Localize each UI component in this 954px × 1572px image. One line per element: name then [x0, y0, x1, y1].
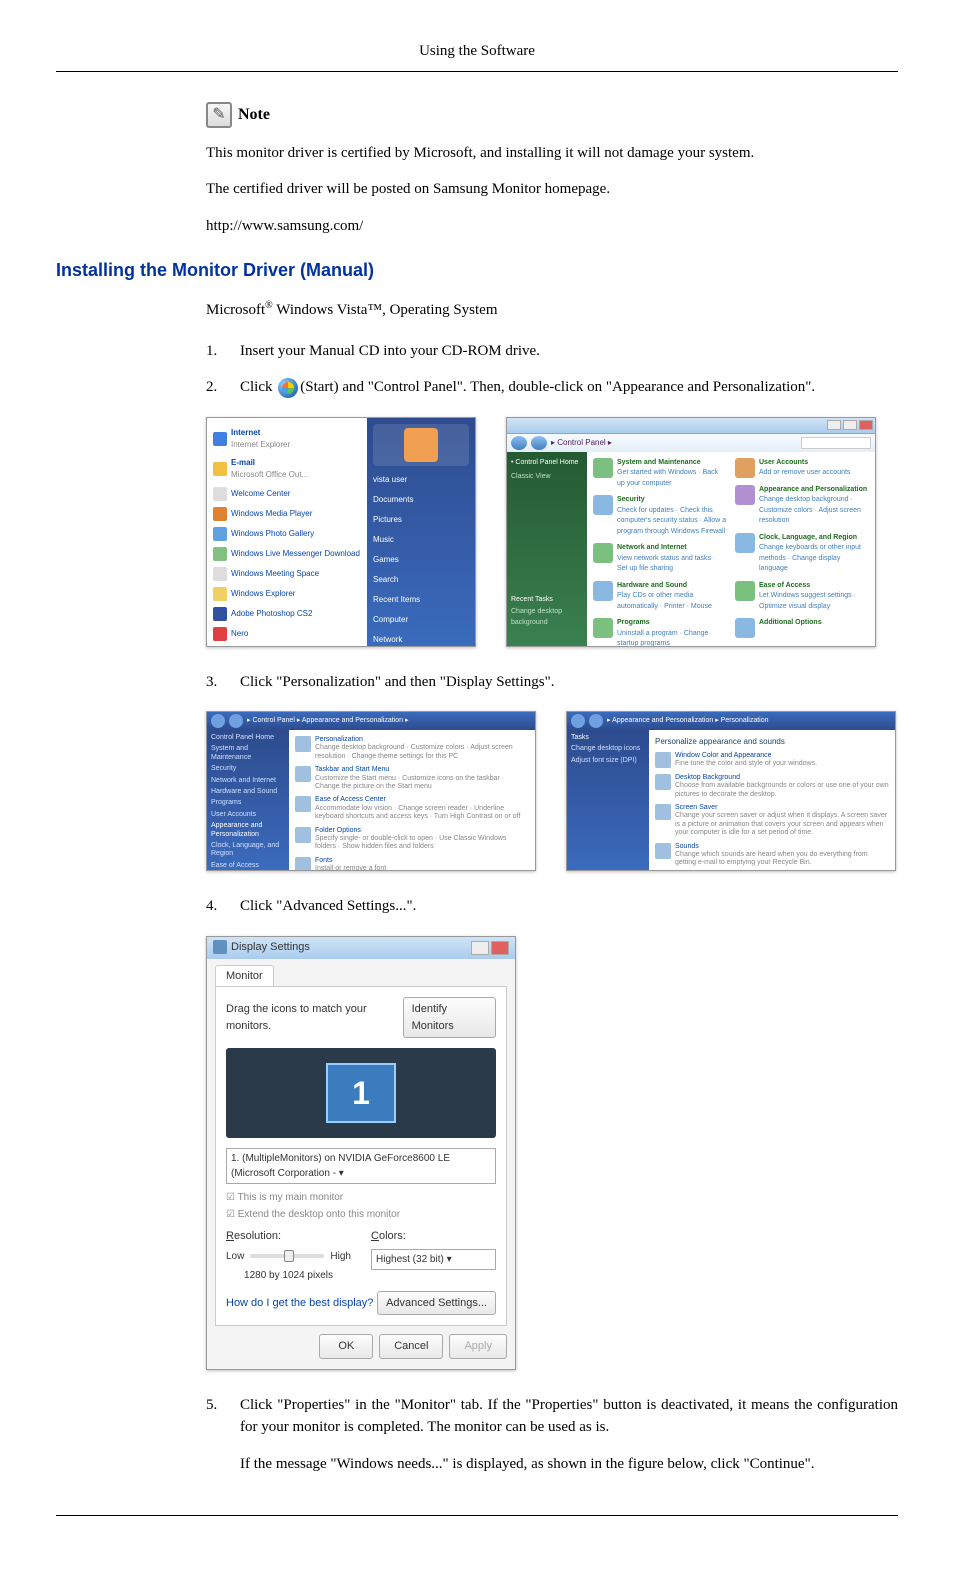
resolution-label: Resolution: [226, 1228, 351, 1245]
note-line-2: The certified driver will be posted on S… [206, 178, 898, 201]
step-1: 1. Insert your Manual CD into your CD-RO… [206, 340, 898, 363]
figure-step2: InternetInternet Explorer E-mailMicrosof… [206, 417, 898, 647]
resolution-value: 1280 by 1024 pixels [226, 1268, 351, 1283]
step-2: 2. Click (Start) and "Control Panel". Th… [206, 376, 898, 399]
monitor-icon[interactable]: 1 [326, 1063, 396, 1123]
figure-step3: ▸ Control Panel ▸ Appearance and Persona… [206, 711, 898, 871]
screenshot-start-menu: InternetInternet Explorer E-mailMicrosof… [206, 417, 476, 647]
figure-step4: Display Settings Monitor Drag the icons … [206, 936, 898, 1370]
note-label: Note [238, 103, 270, 127]
note-line-3: http://www.samsung.com/ [206, 215, 898, 238]
step-3: 3. Click "Personalization" and then "Dis… [206, 671, 898, 694]
note-block: ✎ Note This monitor driver is certified … [206, 102, 898, 238]
step-4: 4. Click "Advanced Settings...". [206, 895, 898, 918]
page-header: Using the Software [56, 40, 898, 63]
screenshot-display-settings: Display Settings Monitor Drag the icons … [206, 936, 516, 1370]
extend-desktop-checkbox[interactable]: ☑ Extend the desktop onto this monitor [226, 1207, 496, 1222]
monitor-select[interactable]: 1. (MultipleMonitors) on NVIDIA GeForce8… [226, 1148, 496, 1184]
screenshot-control-panel: ▸ Control Panel ▸ • Control Panel Home C… [506, 417, 876, 647]
ok-button[interactable]: OK [319, 1334, 373, 1359]
section-subtitle: Microsoft® Windows Vista™, Operating Sys… [206, 298, 898, 322]
top-rule [56, 71, 898, 72]
drag-label: Drag the icons to match your monitors. [226, 1001, 403, 1034]
cancel-button[interactable]: Cancel [379, 1334, 443, 1359]
bottom-rule [56, 1515, 898, 1516]
note-line-1: This monitor driver is certified by Micr… [206, 142, 898, 165]
section-heading: Installing the Monitor Driver (Manual) [56, 257, 898, 284]
step-5: 5. Click "Properties" in the "Monitor" t… [206, 1394, 898, 1476]
advanced-settings-button[interactable]: Advanced Settings... [377, 1291, 496, 1316]
note-icon: ✎ [206, 102, 232, 128]
main-monitor-checkbox[interactable]: ☑ This is my main monitor [226, 1190, 496, 1205]
screenshot-appearance-personalization: ▸ Control Panel ▸ Appearance and Persona… [206, 711, 536, 871]
apply-button[interactable]: Apply [449, 1334, 507, 1359]
screenshot-personalization: ▸ Appearance and Personalization ▸ Perso… [566, 711, 896, 871]
best-display-link[interactable]: How do I get the best display? [226, 1295, 373, 1312]
resolution-slider[interactable]: Low High [226, 1249, 351, 1264]
tab-monitor[interactable]: Monitor [215, 965, 274, 987]
identify-monitors-button[interactable]: Identify Monitors [403, 997, 496, 1038]
start-orb-icon [278, 378, 298, 398]
colors-label: Colors: [371, 1228, 496, 1245]
colors-select[interactable]: Highest (32 bit) ▾ [371, 1249, 496, 1270]
